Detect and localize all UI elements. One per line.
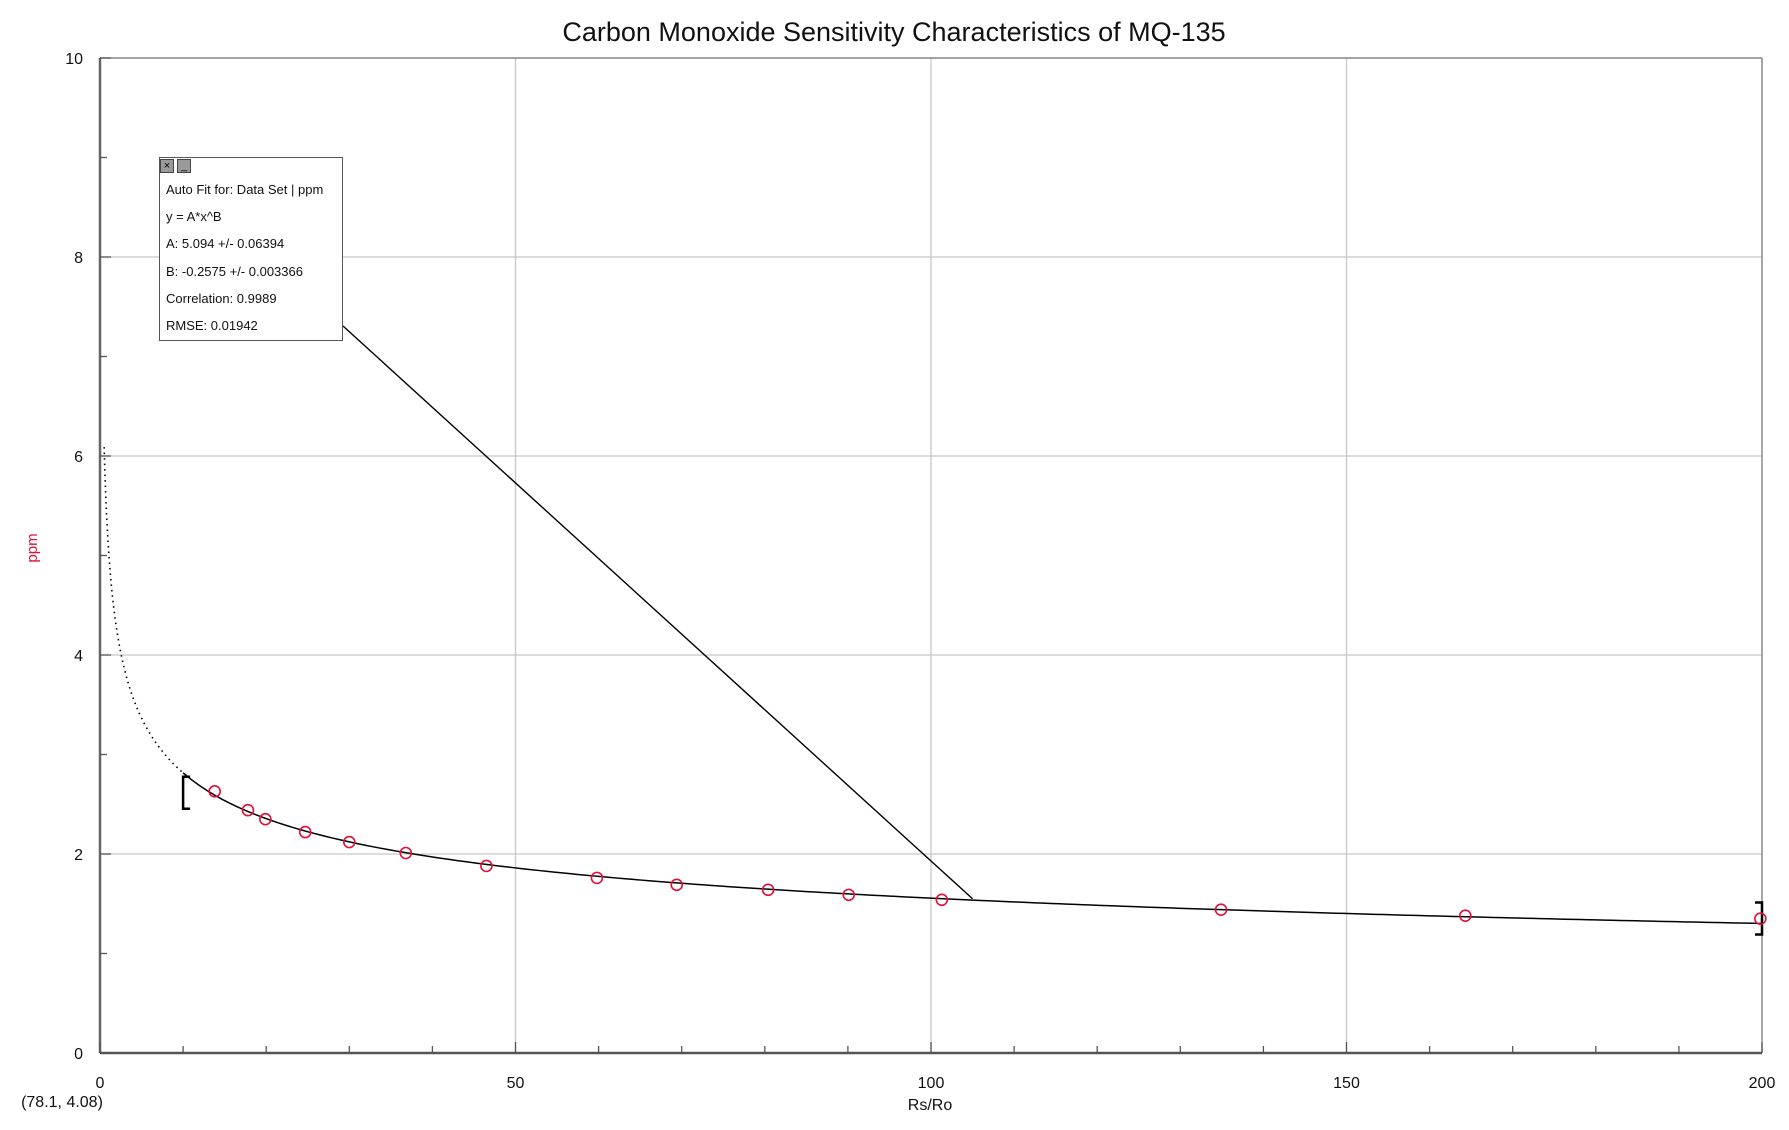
fit-callout-line: [342, 325, 974, 900]
data-point: [241, 803, 255, 817]
y-tick-label: 0: [74, 1046, 83, 1063]
auto-fit-panel[interactable]: × _ Auto Fit for: Data Set | ppm y = A*x…: [159, 157, 343, 341]
fit-param-b: B: -0.2575 +/- 0.003366: [166, 264, 303, 279]
fit-curve-extrapolated: [103, 447, 184, 774]
x-tick-label: 200: [1749, 1075, 1776, 1092]
y-tick-label: 8: [74, 250, 83, 267]
cursor-readout: (78.1, 4.08): [21, 1094, 103, 1111]
grid: [100, 57, 1763, 1053]
data-points: [208, 785, 1767, 925]
fit-curve: [182, 772, 1763, 925]
fit-title: Auto Fit for: Data Set | ppm: [166, 182, 324, 197]
data-point: [399, 846, 413, 860]
fit-correlation: Correlation: 0.9989: [166, 291, 277, 306]
data-point: [670, 878, 684, 892]
y-tick-label: 4: [74, 648, 83, 665]
data-point: [342, 835, 356, 849]
chart-title: Carbon Monoxide Sensitivity Characterist…: [562, 17, 1225, 47]
tick-labels: 0 50 100 150 200 0 2 4 6 8 10: [65, 51, 1775, 1092]
data-point: [761, 883, 775, 897]
y-tick-label: 6: [74, 449, 83, 466]
data-point: [208, 785, 221, 798]
axes: [98, 57, 1763, 1055]
fit-param-a: A: 5.094 +/- 0.06394: [166, 236, 285, 251]
x-axis-label: Rs/Ro: [908, 1097, 953, 1114]
minimize-icon[interactable]: _: [177, 159, 191, 173]
data-point: [1754, 912, 1767, 925]
y-axis-label: ppm: [24, 533, 41, 562]
data-point: [480, 859, 493, 873]
close-icon[interactable]: ×: [160, 159, 174, 173]
fit-rmse: RMSE: 0.01942: [166, 318, 258, 333]
data-point: [1459, 909, 1472, 922]
fit-equation: y = A*x^B: [166, 209, 222, 224]
data-point: [590, 871, 604, 885]
data-point: [842, 888, 856, 902]
x-tick-label: 50: [507, 1075, 525, 1092]
x-tick-label: 0: [96, 1075, 105, 1092]
data-point: [1214, 903, 1228, 917]
data-point: [259, 812, 272, 826]
y-tick-label: 10: [65, 51, 83, 68]
x-tick-label: 150: [1333, 1075, 1360, 1092]
x-tick-label: 100: [918, 1075, 945, 1092]
data-point: [298, 825, 312, 839]
fit-range-bracket-left[interactable]: [181, 775, 191, 811]
fit-range-bracket-right[interactable]: [1755, 901, 1764, 936]
y-tick-label: 2: [74, 847, 83, 864]
data-point: [935, 893, 949, 907]
